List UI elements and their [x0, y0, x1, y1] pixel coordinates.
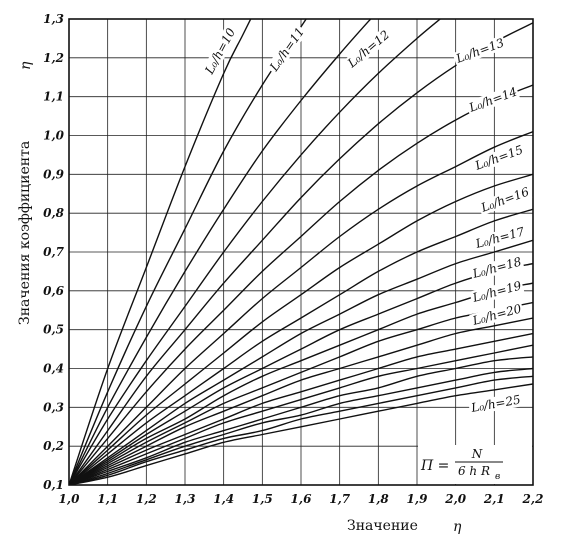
curve-line-16 [69, 344, 533, 485]
x-axis-title: Значение [347, 518, 418, 534]
y-axis-symbol: η [18, 61, 34, 70]
curve-line-8 [69, 173, 533, 485]
curve-line-5 [69, 22, 533, 485]
y-tick-label: 0,5 [43, 323, 64, 337]
curve-label-bg [469, 254, 525, 282]
y-tick-label: 1,3 [43, 12, 64, 26]
curve-line-17 [69, 356, 533, 485]
y-tick-label: 1,1 [43, 90, 64, 104]
x-tick-label: 1,1 [97, 492, 118, 506]
x-tick-labels: 1,0 1,1 1,2 1,3 1,4 1,5 1,6 1,7 1,8 1,9 2,0 2,1 2,2 [59, 492, 544, 506]
formula-numerator: N [471, 447, 483, 461]
x-tick-label: 1,4 [213, 492, 234, 506]
curve-line-9 [69, 208, 533, 485]
x-tick-label: 1,7 [329, 492, 351, 506]
curve-line-12 [69, 282, 533, 485]
y-tick-label: 0,2 [43, 439, 64, 453]
curve-line-11 [69, 262, 533, 485]
x-tick-label: 1,3 [175, 492, 196, 506]
y-tick-label: 0,9 [43, 167, 65, 181]
curve-line-18 [69, 367, 533, 485]
y-axis-symbol-group: η [18, 61, 34, 70]
y-tick-labels: 0,1 0,2 0,3 0,4 0,5 0,6 0,7 0,8 0,9 1,0 1,1 1,2 1,3 [43, 12, 65, 492]
curve-label-bg [452, 35, 508, 67]
x-tick-label: 1,9 [407, 492, 429, 506]
formula-denominator: 6 h R [458, 464, 490, 478]
curve-label-bg [469, 301, 525, 329]
curve-line-1 [69, 19, 252, 485]
y-tick-label: 0,6 [43, 284, 65, 298]
x-tick-label: 2,1 [483, 492, 505, 506]
curve-line-15 [69, 332, 533, 485]
curve-label-bg [469, 278, 525, 306]
x-tick-label: 1,6 [291, 492, 313, 506]
x-tick-label: 1,8 [368, 492, 390, 506]
y-axis-title: Значения коэффициента [17, 141, 33, 325]
y-tick-label: 0,1 [43, 478, 64, 492]
x-tick-label: 1,5 [252, 492, 273, 506]
curve-line-19 [69, 375, 533, 485]
curve-label-bg [468, 392, 523, 416]
formula-box: П = N 6 h R в [418, 445, 532, 484]
curves [69, 19, 533, 485]
y-tick-label: 0,7 [43, 245, 65, 259]
formula-lhs: П = [420, 458, 449, 474]
x-tick-label: 2,2 [522, 492, 544, 506]
curve-line-4 [69, 19, 441, 485]
x-tick-label: 2,0 [444, 492, 467, 506]
x-tick-label: 1,0 [59, 492, 81, 506]
curve-line-10 [69, 239, 533, 485]
x-tick-label: 1,2 [136, 492, 157, 506]
curve-label-bg [265, 24, 308, 76]
y-tick-label: 0,4 [43, 362, 64, 376]
curve-line-20 [69, 383, 533, 485]
y-tick-label: 0,3 [43, 400, 64, 414]
plot-frame [68, 18, 534, 486]
x-axis-symbol: η [453, 519, 462, 535]
curve-line-6 [69, 84, 533, 485]
curve-label-bg [472, 224, 528, 252]
y-tick-label: 1,0 [43, 129, 65, 143]
curve-line-13 [69, 301, 533, 485]
y-axis-title-group: Значения коэффициента [17, 141, 33, 325]
y-tick-label: 0,8 [43, 206, 65, 220]
curve-line-3 [69, 19, 372, 485]
curve-label-bg [343, 26, 393, 72]
curve-label-bg [477, 184, 533, 216]
curve-label-bg [201, 24, 239, 79]
formula-subscript: в [495, 472, 500, 482]
curve-label-bg [465, 84, 520, 116]
curve-line-7 [69, 130, 533, 485]
curve-line-14 [69, 317, 533, 485]
curve-label-bg [471, 142, 526, 174]
y-tick-label: 1,2 [43, 51, 64, 65]
